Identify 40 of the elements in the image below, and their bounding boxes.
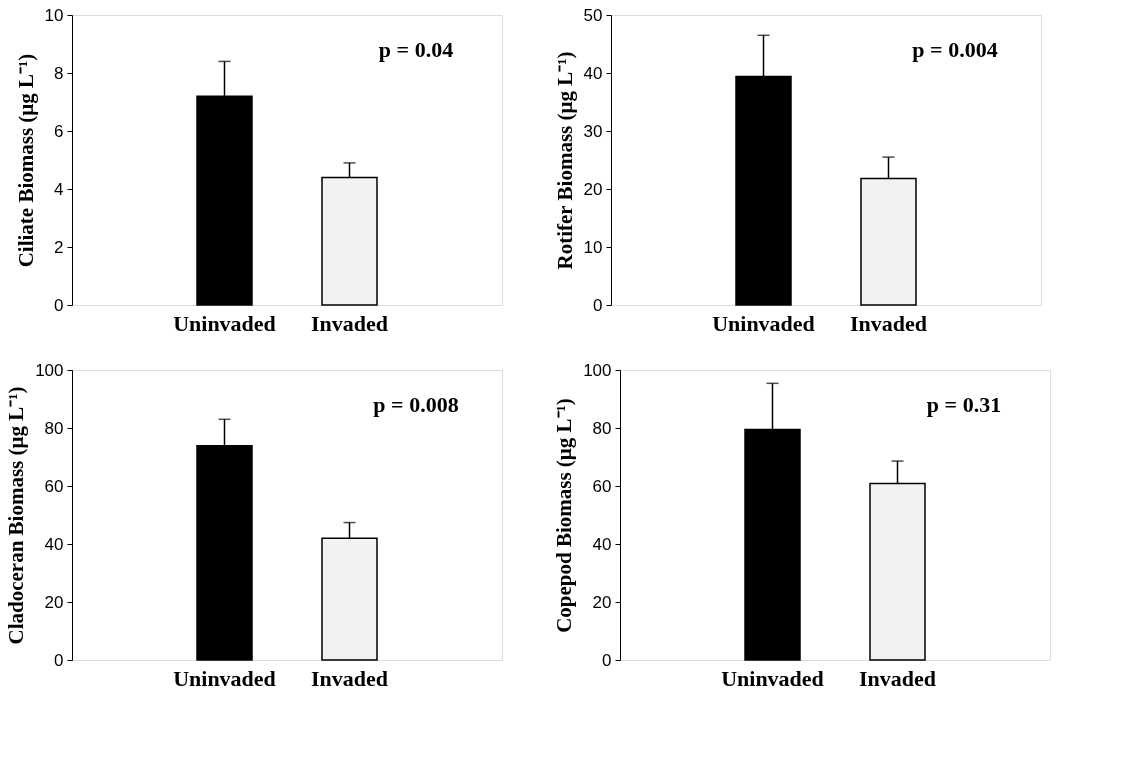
y-axis-title: Cladoceran Biomass (μg L⁻¹) xyxy=(4,386,29,645)
y-tick-label: 10 xyxy=(583,237,603,257)
y-tick-label: 2 xyxy=(54,237,64,257)
y-tick-label: 30 xyxy=(583,121,603,141)
y-tick-label: 4 xyxy=(54,179,64,199)
x-tick-label: Uninvaded xyxy=(712,310,815,336)
x-tick-label: Invaded xyxy=(310,310,389,336)
y-axis-title: Copepod Biomass (μg L⁻¹) xyxy=(552,398,577,633)
y-tick-label: 20 xyxy=(583,179,603,199)
annotation: p = 0.004 xyxy=(912,37,998,62)
x-tick-label: Invaded xyxy=(310,665,389,691)
y-tick-label: 40 xyxy=(44,534,64,554)
y-axis-title: Ciliate Biomass (μg L⁻¹) xyxy=(13,53,38,268)
y-tick-label: 50 xyxy=(583,5,603,25)
y-tick-label: 100 xyxy=(35,360,64,380)
annotation: p = 0.31 xyxy=(926,392,1002,417)
y-tick-label: 40 xyxy=(583,63,603,83)
y-tick-label: 60 xyxy=(592,476,612,496)
y-tick-label: 80 xyxy=(592,418,612,438)
y-tick-label: 100 xyxy=(583,360,612,380)
x-tick-label: Invaded xyxy=(858,665,937,691)
x-tick-label: Uninvaded xyxy=(721,665,824,691)
y-tick-label: 0 xyxy=(54,295,64,315)
y-tick-label: 0 xyxy=(593,295,603,315)
x-tick-label: Invaded xyxy=(849,310,928,336)
y-tick-label: 0 xyxy=(54,650,64,670)
y-tick-label: 20 xyxy=(592,592,612,612)
annotation: p = 0.008 xyxy=(373,392,459,417)
y-tick-label: 40 xyxy=(592,534,612,554)
y-tick-label: 60 xyxy=(44,476,64,496)
x-tick-label: Uninvaded xyxy=(173,310,276,336)
y-tick-label: 8 xyxy=(54,63,64,83)
x-tick-label: Uninvaded xyxy=(173,665,276,691)
annotation: p = 0.04 xyxy=(378,37,454,62)
y-axis-title: Rotifer Biomass (μg L⁻¹) xyxy=(552,51,577,270)
y-tick-label: 80 xyxy=(44,418,64,438)
y-tick-label: 20 xyxy=(44,592,64,612)
y-tick-label: 0 xyxy=(602,650,612,670)
y-tick-label: 10 xyxy=(44,5,64,25)
y-tick-label: 6 xyxy=(54,121,64,141)
